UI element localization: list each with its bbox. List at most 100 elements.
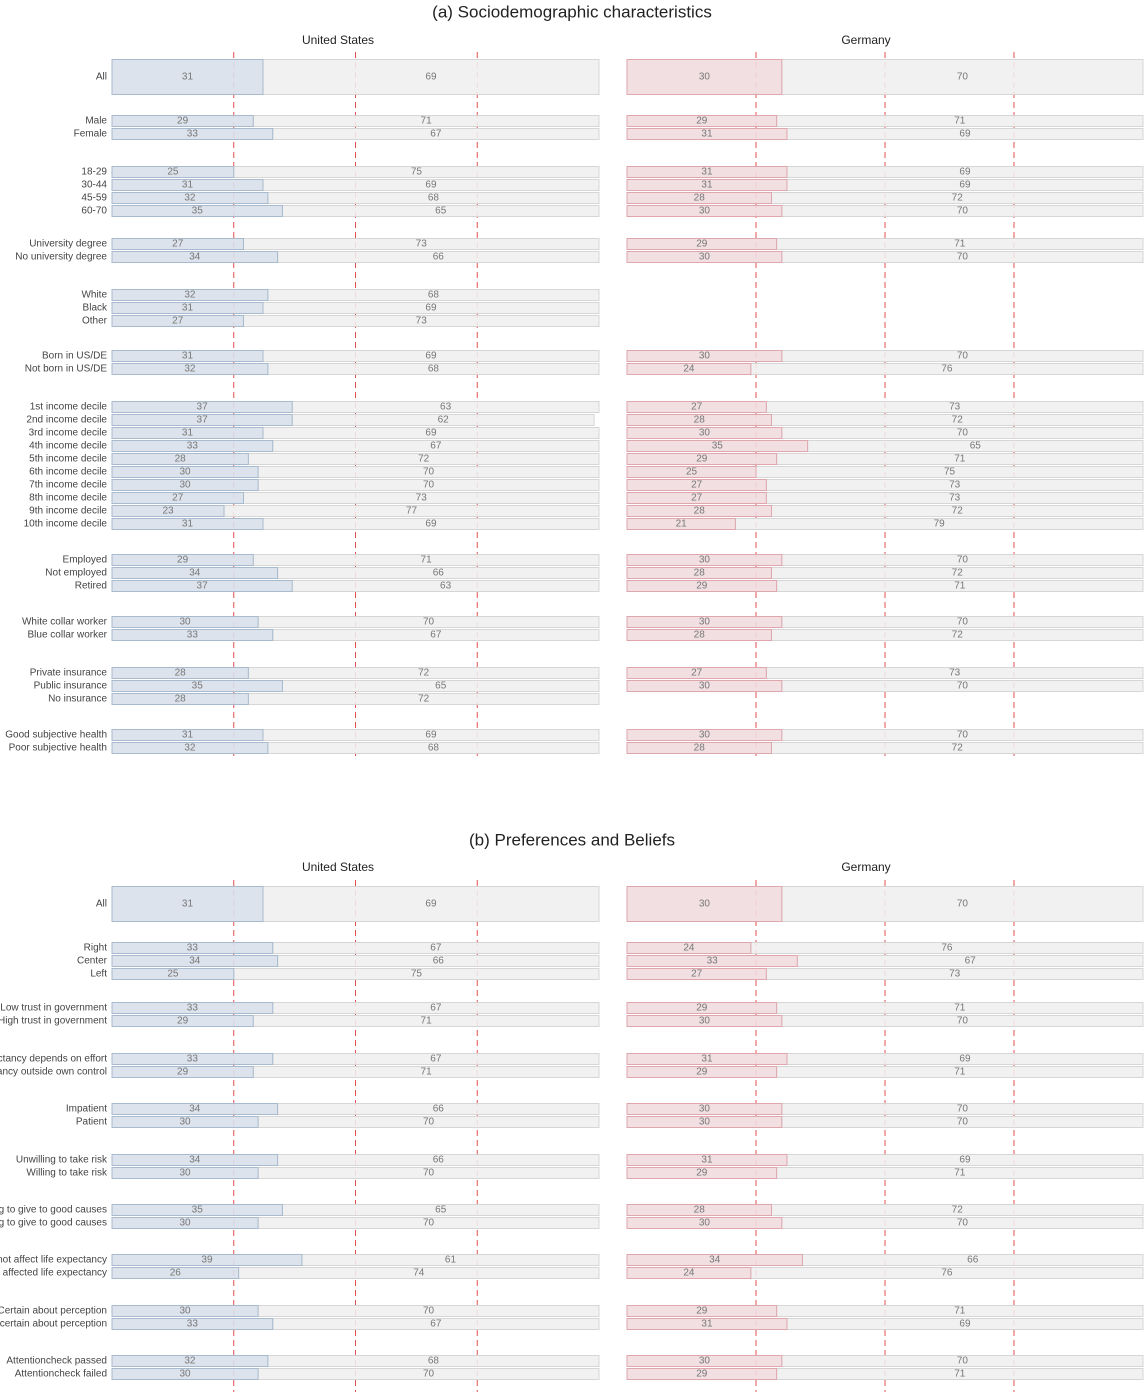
value-label: 21 <box>676 519 688 530</box>
value-label: 70 <box>957 1104 969 1115</box>
row-label: Not born in US/DE <box>25 364 108 375</box>
value-label: 70 <box>957 1016 969 1027</box>
value-label: 71 <box>421 555 433 566</box>
value-label: 29 <box>177 1016 189 1027</box>
share-bar <box>111 729 264 741</box>
value-label: 30 <box>699 351 711 362</box>
row-label: Employed <box>63 555 107 566</box>
share-bar <box>111 166 235 178</box>
value-label: 68 <box>428 290 440 301</box>
value-label: 70 <box>957 428 969 439</box>
value-label: 72 <box>418 668 430 679</box>
share-bar <box>111 1167 259 1179</box>
value-label: 67 <box>430 630 442 641</box>
value-label: 34 <box>709 1255 721 1266</box>
value-label: 25 <box>167 969 179 980</box>
row-label: Right <box>84 943 108 954</box>
value-label: 66 <box>433 568 445 579</box>
value-label: 67 <box>430 1003 442 1014</box>
value-label: 27 <box>691 668 703 679</box>
value-label: 31 <box>701 1054 713 1065</box>
value-label: 34 <box>189 568 201 579</box>
share-bar <box>626 401 767 413</box>
share-bar <box>626 179 788 191</box>
row-label: Covid did not affect life expectancy <box>0 1255 107 1266</box>
value-label: 73 <box>416 316 428 327</box>
value-label: 63 <box>440 402 452 413</box>
row-label: Poor subjective health <box>9 743 107 754</box>
value-label: 34 <box>189 1104 201 1115</box>
value-label: 69 <box>959 1155 971 1166</box>
rest-bar <box>262 886 600 922</box>
row-label: 5th income decile <box>29 454 107 465</box>
value-label: 33 <box>187 1003 199 1014</box>
value-label: 67 <box>430 1054 442 1065</box>
value-label: 29 <box>177 116 189 127</box>
value-label: 30 <box>699 681 711 692</box>
value-label: 30 <box>699 1016 711 1027</box>
value-label: 28 <box>694 193 706 204</box>
value-label: 31 <box>182 428 194 439</box>
value-label: 66 <box>433 252 445 263</box>
share-bar <box>626 567 772 579</box>
value-label: 25 <box>686 467 698 478</box>
share-bar <box>626 955 798 967</box>
value-label: 35 <box>192 681 204 692</box>
value-label: 69 <box>425 303 437 314</box>
share-bar <box>626 492 767 504</box>
share-bar <box>111 693 249 705</box>
value-label: 71 <box>954 1168 966 1179</box>
share-bar <box>111 1368 259 1380</box>
value-label: 69 <box>425 72 437 83</box>
share-bar <box>111 1066 254 1078</box>
value-label: 65 <box>435 1205 447 1216</box>
share-bar <box>111 59 264 95</box>
value-label: 31 <box>182 351 194 362</box>
value-label: 31 <box>182 730 194 741</box>
value-label: 33 <box>187 943 199 954</box>
value-label: 30 <box>699 252 711 263</box>
row-label: 7th income decile <box>29 480 107 491</box>
share-bar <box>111 1217 259 1229</box>
value-label: 70 <box>957 1218 969 1229</box>
value-label: 24 <box>683 1268 695 1279</box>
value-label: 76 <box>941 943 953 954</box>
share-bar <box>626 440 809 452</box>
value-label: 29 <box>696 239 708 250</box>
share-bar <box>626 554 783 566</box>
value-label: 28 <box>694 1205 706 1216</box>
value-label: 69 <box>425 428 437 439</box>
share-bar <box>626 1103 783 1115</box>
value-label: 33 <box>187 1319 199 1330</box>
share-bar <box>626 942 752 954</box>
value-label: 70 <box>957 1356 969 1367</box>
value-label: 31 <box>701 1155 713 1166</box>
share-bar <box>626 192 772 204</box>
value-label: 67 <box>430 1319 442 1330</box>
value-label: 72 <box>952 193 964 204</box>
value-label: 70 <box>957 351 969 362</box>
share-bar <box>111 251 279 263</box>
value-label: 70 <box>957 252 969 263</box>
share-bar <box>626 1368 778 1380</box>
value-label: 77 <box>406 506 418 517</box>
value-label: 70 <box>423 1218 435 1229</box>
value-label: 66 <box>967 1255 979 1266</box>
share-bar <box>626 166 788 178</box>
row-label: Good subjective health <box>5 730 107 741</box>
share-bar <box>111 363 269 375</box>
share-bar <box>111 1318 274 1330</box>
value-label: 25 <box>167 167 179 178</box>
share-bar <box>111 580 293 592</box>
share-bar <box>111 1204 283 1216</box>
share-bar <box>111 1355 269 1367</box>
row-label: University degree <box>29 239 107 250</box>
value-label: 30 <box>699 730 711 741</box>
share-bar <box>626 1318 788 1330</box>
value-label: 29 <box>696 1306 708 1317</box>
value-label: 30 <box>699 428 711 439</box>
value-label: 30 <box>179 1369 191 1380</box>
row-label: Born in US/DE <box>42 351 107 362</box>
share-bar <box>626 453 778 465</box>
row-label: Blue collar worker <box>28 630 108 641</box>
